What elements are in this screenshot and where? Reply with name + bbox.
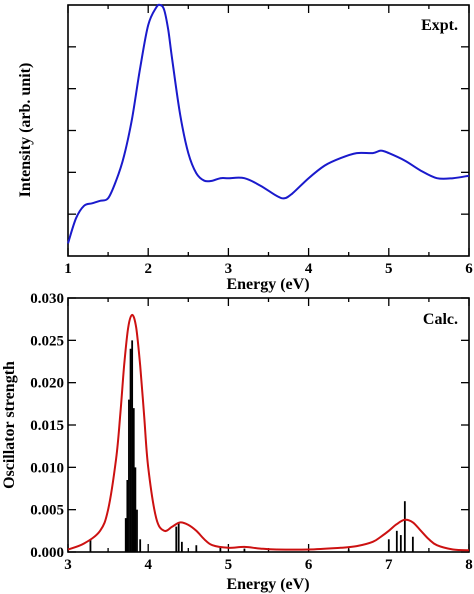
x-tick-label-0-2: 3 (225, 261, 233, 277)
calc-broadened-line (67, 313, 470, 552)
x-tick-label-0-4: 5 (385, 261, 393, 277)
y-tick-label-1-5: 0.025 (30, 333, 64, 349)
expt-panel: 1 2 3 4 5 6 Expt. Energy (eV) Intensity (arb.… (17, 3, 473, 293)
y-tick-label-1-3: 0.015 (30, 418, 64, 434)
x-tick-label-0-1: 2 (144, 261, 152, 277)
calc-x-axis-title: Energy (eV) (226, 576, 309, 593)
expt-x-axis-title: Energy (eV) (226, 276, 309, 293)
y-tick-label-1-4: 0.020 (30, 376, 64, 392)
x-tick-label-1-0: 3 (64, 557, 72, 573)
x-tick-label-1-2: 5 (225, 557, 233, 573)
calc-ticks: 3 4 5 6 7 8 0.000 0.005 0.010 0.015 0.020 0.025 0.03… (30, 291, 473, 573)
expt-y-axis-title: Intensity (arb. unit) (17, 63, 34, 198)
x-tick-label-0-3: 4 (305, 261, 313, 277)
y-tick-label-1-2: 0.010 (30, 460, 64, 476)
x-tick-label-0-0: 1 (64, 261, 72, 277)
y-tick-label-1-1: 0.005 (30, 503, 64, 519)
x-tick-label-1-5: 8 (465, 557, 473, 573)
x-tick-label-1-1: 4 (144, 557, 152, 573)
y-tick-label-1-0: 0.000 (30, 545, 64, 561)
calc-panel: 3 4 5 6 7 8 0.000 0.005 0.010 0.015 0.020 0.025 0.03… (1, 291, 473, 593)
expt-spectrum-line (67, 3, 470, 244)
calc-panel-label: Calc. (423, 311, 458, 328)
expt-panel-label: Expt. (421, 17, 458, 34)
calc-y-axis-title: Oscillator strength (1, 361, 18, 489)
x-tick-label-1-4: 7 (385, 557, 393, 573)
expt-plot-frame (67, 4, 470, 257)
x-tick-label-1-3: 6 (305, 557, 313, 573)
calc-sticks (89, 340, 414, 552)
y-tick-label-1-6: 0.030 (30, 291, 64, 307)
expt-ticks: 1 2 3 4 5 6 (64, 5, 473, 277)
x-tick-label-0-5: 6 (465, 261, 473, 277)
